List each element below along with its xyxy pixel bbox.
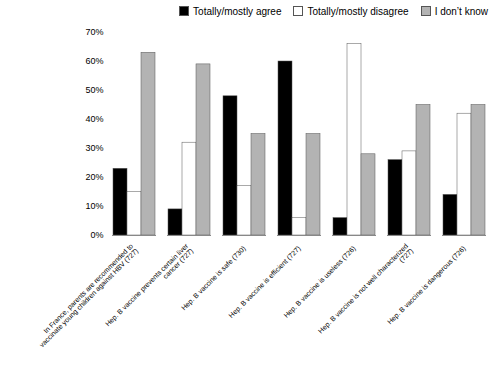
svg-text:Hep. B vaccine is safe (730): Hep. B vaccine is safe (730) xyxy=(180,245,248,313)
html-text:I don’t know: I don’t know xyxy=(434,5,488,17)
svg-text:Hep. B vaccine prevents certai: Hep. B vaccine prevents certain livercan… xyxy=(104,242,195,333)
svg-text:60%: 60% xyxy=(85,56,103,66)
svg-text:70%: 70% xyxy=(85,27,103,37)
svg-text:Hep. B vaccine is dangerous (7: Hep. B vaccine is dangerous (726) xyxy=(386,245,468,327)
svg-text:0%: 0% xyxy=(90,230,103,240)
svg-text:Hep. B vaccine is not well cha: Hep. B vaccine is not well characterized… xyxy=(317,242,415,340)
html-text:Totally/mostly disagree: Totally/mostly disagree xyxy=(307,5,409,17)
svg-text:Hep. B vaccine is efficient (7: Hep. B vaccine is efficient (727) xyxy=(227,244,302,320)
svg-text:40%: 40% xyxy=(85,114,103,124)
svg-text:10%: 10% xyxy=(85,201,103,211)
html-text:Totally/mostly agree: Totally/mostly agree xyxy=(193,5,282,17)
svg-text:In France, parents are recomme: In France, parents are recommended tovac… xyxy=(33,242,140,349)
svg-text:30%: 30% xyxy=(85,143,103,153)
svg-text:20%: 20% xyxy=(85,172,103,182)
svg-text:50%: 50% xyxy=(85,85,103,95)
svg-text:Hep. B vaccine is useless (726: Hep. B vaccine is useless (726) xyxy=(282,244,357,319)
